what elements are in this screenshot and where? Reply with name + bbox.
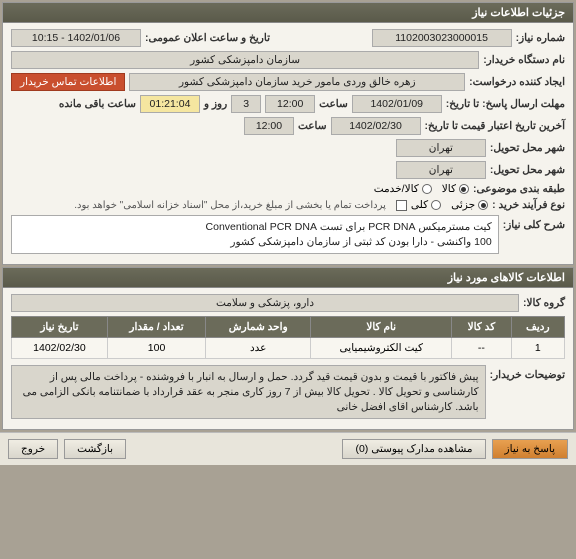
radio-service[interactable]: کالا/خدمت xyxy=(374,183,432,195)
deadline-time: 12:00 xyxy=(265,95,315,113)
radio-dot-icon xyxy=(478,200,488,210)
th-name: نام کالا xyxy=(311,317,452,338)
creator-value: زهره خالق وردی مامور خرید سازمان دامپزشک… xyxy=(129,73,465,91)
delivery-city-value: تهران xyxy=(396,139,486,157)
exit-button[interactable]: خروج xyxy=(8,439,58,459)
goods-header: اطلاعات کالاهای مورد نیاز xyxy=(3,268,573,288)
announce-value: 1402/01/06 - 10:15 xyxy=(11,29,141,47)
cell-date: 1402/02/30 xyxy=(12,338,108,359)
group-value: دارو، پزشکی و سلامت xyxy=(11,294,519,312)
need-details-panel: جزئیات اطلاعات نیاز شماره نیاز: 11020030… xyxy=(2,2,574,265)
purchase-type-group: جزئی کلی xyxy=(411,199,488,211)
attachments-button[interactable]: مشاهده مدارک پیوستی (0) xyxy=(342,439,485,459)
validity-time: 12:00 xyxy=(244,117,294,135)
deadline-label: مهلت ارسال پاسخ: تا تاریخ: xyxy=(446,98,565,110)
table-row[interactable]: 1 -- کیت الکتروشیمیایی عدد 100 1402/02/3… xyxy=(12,338,565,359)
deadline-date: 1402/01/09 xyxy=(352,95,442,113)
days-label: روز و xyxy=(204,98,227,110)
announce-label: تاریخ و ساعت اعلان عمومی: xyxy=(145,32,270,44)
radio-dot-icon xyxy=(431,200,441,210)
radio-full[interactable]: کلی xyxy=(411,199,441,211)
contact-buyer-button[interactable]: اطلاعات تماس خریدار xyxy=(11,73,125,91)
th-qty: تعداد / مقدار xyxy=(107,317,205,338)
radio-dot-icon xyxy=(459,184,469,194)
buyer-notes-label: توضیحات خریدار: xyxy=(490,365,565,381)
remain-label: ساعت باقی مانده xyxy=(59,98,136,110)
goods-table: ردیف کد کالا نام کالا واحد شمارش تعداد /… xyxy=(11,316,565,359)
need-details-body: شماره نیاز: 1102003023000015 تاریخ و ساع… xyxy=(3,23,573,264)
days-value: 3 xyxy=(231,95,261,113)
cell-qty: 100 xyxy=(107,338,205,359)
time-label-2: ساعت xyxy=(298,120,327,132)
buyer-notes-text: پیش فاکتور با قیمت و بدون قیمت قید گردد.… xyxy=(11,365,486,419)
th-unit: واحد شمارش xyxy=(206,317,311,338)
cell-code: -- xyxy=(452,338,511,359)
need-no-label: شماره نیاز: xyxy=(516,32,565,44)
radio-dot-icon xyxy=(422,184,432,194)
creator-label: ایجاد کننده درخواست: xyxy=(469,76,565,88)
radio-service-label: کالا/خدمت xyxy=(374,183,419,195)
buyer-label: نام دستگاه خریدار: xyxy=(483,54,565,66)
radio-partial[interactable]: جزئی xyxy=(451,199,488,211)
need-no-value: 1102003023000015 xyxy=(372,29,512,47)
goods-body: گروه کالا: دارو، پزشکی و سلامت ردیف کد ک… xyxy=(3,288,573,429)
service-city-value: تهران xyxy=(396,161,486,179)
treasury-checkbox[interactable] xyxy=(396,200,407,211)
validity-date: 1402/02/30 xyxy=(331,117,421,135)
th-date: تاریخ نیاز xyxy=(12,317,108,338)
purchase-type-label: نوع فرآیند خرید : xyxy=(492,199,565,211)
th-row: ردیف xyxy=(511,317,564,338)
validity-label: آخرین تاریخ اعتبار قیمت تا تاریخ: xyxy=(425,120,565,132)
radio-goods[interactable]: کالا xyxy=(442,183,469,195)
delivery-city-label: شهر محل تحویل: xyxy=(490,142,565,154)
time-label-1: ساعت xyxy=(319,98,348,110)
back-button[interactable]: بازگشت xyxy=(64,439,126,459)
th-code: کد کالا xyxy=(452,317,511,338)
category-label: طبقه بندی موضوعی: xyxy=(473,183,565,195)
service-city-label: شهر محل تحویل: xyxy=(490,164,565,176)
goods-panel: اطلاعات کالاهای مورد نیاز گروه کالا: دار… xyxy=(2,267,574,430)
cell-unit: عدد xyxy=(206,338,311,359)
radio-goods-label: کالا xyxy=(442,183,456,195)
desc-text: کیت مسترمیکس PCR DNA برای تست Convention… xyxy=(11,215,499,254)
radio-full-label: کلی xyxy=(411,199,428,211)
need-details-header: جزئیات اطلاعات نیاز xyxy=(3,3,573,23)
category-radio-group: کالا کالا/خدمت xyxy=(374,183,469,195)
buyer-value: سازمان دامپزشکی کشور xyxy=(11,51,479,69)
remain-value: 01:21:04 xyxy=(140,95,200,113)
footer-buttons: پاسخ به نیاز مشاهده مدارک پیوستی (0) باز… xyxy=(0,432,576,465)
reply-button[interactable]: پاسخ به نیاز xyxy=(492,439,568,459)
group-label: گروه کالا: xyxy=(523,297,565,309)
table-header-row: ردیف کد کالا نام کالا واحد شمارش تعداد /… xyxy=(12,317,565,338)
cell-row: 1 xyxy=(511,338,564,359)
desc-label: شرح کلی نیاز: xyxy=(503,215,565,231)
radio-partial-label: جزئی xyxy=(451,199,475,211)
cell-name: کیت الکتروشیمیایی xyxy=(311,338,452,359)
purchase-note: پرداخت تمام یا بخشی از مبلغ خرید،از محل … xyxy=(74,200,386,211)
